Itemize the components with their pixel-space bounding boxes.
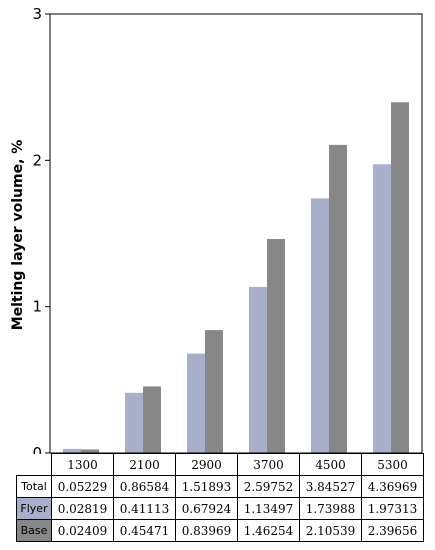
table-row-flyer: Flyer 0.02819 0.41113 0.67924 1.13497 1.73988… (16, 497, 424, 520)
x-tick-label-5300: 5300 (361, 453, 424, 476)
bar-flyer-5300 (373, 164, 391, 453)
table-cell-base-2100: 0.45471 (113, 519, 176, 542)
table-cell-flyer-2100: 0.41113 (113, 497, 176, 520)
table-cell-total-2900: 1.51893 (175, 475, 238, 498)
table-row-label-flyer: Flyer (16, 497, 52, 520)
x-tick-label-2900: 2900 (175, 453, 238, 476)
table-corner-cell (16, 453, 52, 476)
table-cell-total-1300: 0.05229 (51, 475, 114, 498)
table-cell-base-5300: 2.39656 (361, 519, 424, 542)
bar-chart: 0 1 2 3 Melting layer volume, % (10, 5, 423, 454)
table-cell-flyer-3700: 1.13497 (237, 497, 300, 520)
bars-group (63, 102, 409, 454)
axes-group: 0 1 2 3 (32, 5, 423, 454)
y-axis-label: Melting layer volume, % (10, 140, 26, 331)
bar-base-3700 (267, 238, 285, 453)
table-cell-total-5300: 4.36969 (361, 475, 424, 498)
table-cell-base-3700: 1.46254 (237, 519, 300, 542)
bar-flyer-2900 (187, 353, 205, 453)
table-row-total: Total 0.05229 0.86584 1.51893 2.59752 3.84527… (16, 475, 424, 498)
plot-frame (49, 13, 423, 454)
bar-flyer-2100 (125, 392, 143, 453)
y-tick-label-1: 1 (32, 298, 42, 316)
x-tick-label-2100: 2100 (113, 453, 176, 476)
table-row-label-total: Total (16, 475, 52, 498)
table-row-label-base: Base (16, 519, 52, 542)
bar-base-4500 (329, 144, 347, 454)
table-cell-flyer-1300: 0.02819 (51, 497, 114, 520)
table-cell-total-3700: 2.59752 (237, 475, 300, 498)
bar-flyer-1300 (63, 448, 81, 453)
table-cell-total-2100: 0.86584 (113, 475, 176, 498)
bar-base-2900 (205, 330, 223, 453)
table-cell-base-2900: 0.83969 (175, 519, 238, 542)
y-tick-label-3: 3 (32, 5, 42, 23)
table-cell-total-4500: 3.84527 (299, 475, 362, 498)
y-tick-label-2: 2 (32, 151, 42, 169)
table-cell-base-1300: 0.02409 (51, 519, 114, 542)
x-tick-label-3700: 3700 (237, 453, 300, 476)
bar-flyer-3700 (249, 286, 267, 453)
data-table: 1300 2100 2900 3700 4500 5300 Total 0.05229 0.86… (16, 453, 424, 542)
x-tick-label-1300: 1300 (51, 453, 114, 476)
bar-base-1300 (81, 449, 99, 453)
table-header-row: 1300 2100 2900 3700 4500 5300 (16, 453, 424, 476)
bar-flyer-4500 (311, 198, 329, 453)
bar-base-5300 (391, 102, 409, 454)
y-tick-label-0: 0 (32, 444, 42, 454)
x-tick-label-4500: 4500 (299, 453, 362, 476)
bar-base-2100 (143, 386, 161, 453)
table-cell-base-4500: 2.10539 (299, 519, 362, 542)
table-cell-flyer-4500: 1.73988 (299, 497, 362, 520)
table-cell-flyer-5300: 1.97313 (361, 497, 424, 520)
table-row-base: Base 0.02409 0.45471 0.83969 1.46254 2.10539 2… (16, 519, 424, 542)
table-cell-flyer-2900: 0.67924 (175, 497, 238, 520)
